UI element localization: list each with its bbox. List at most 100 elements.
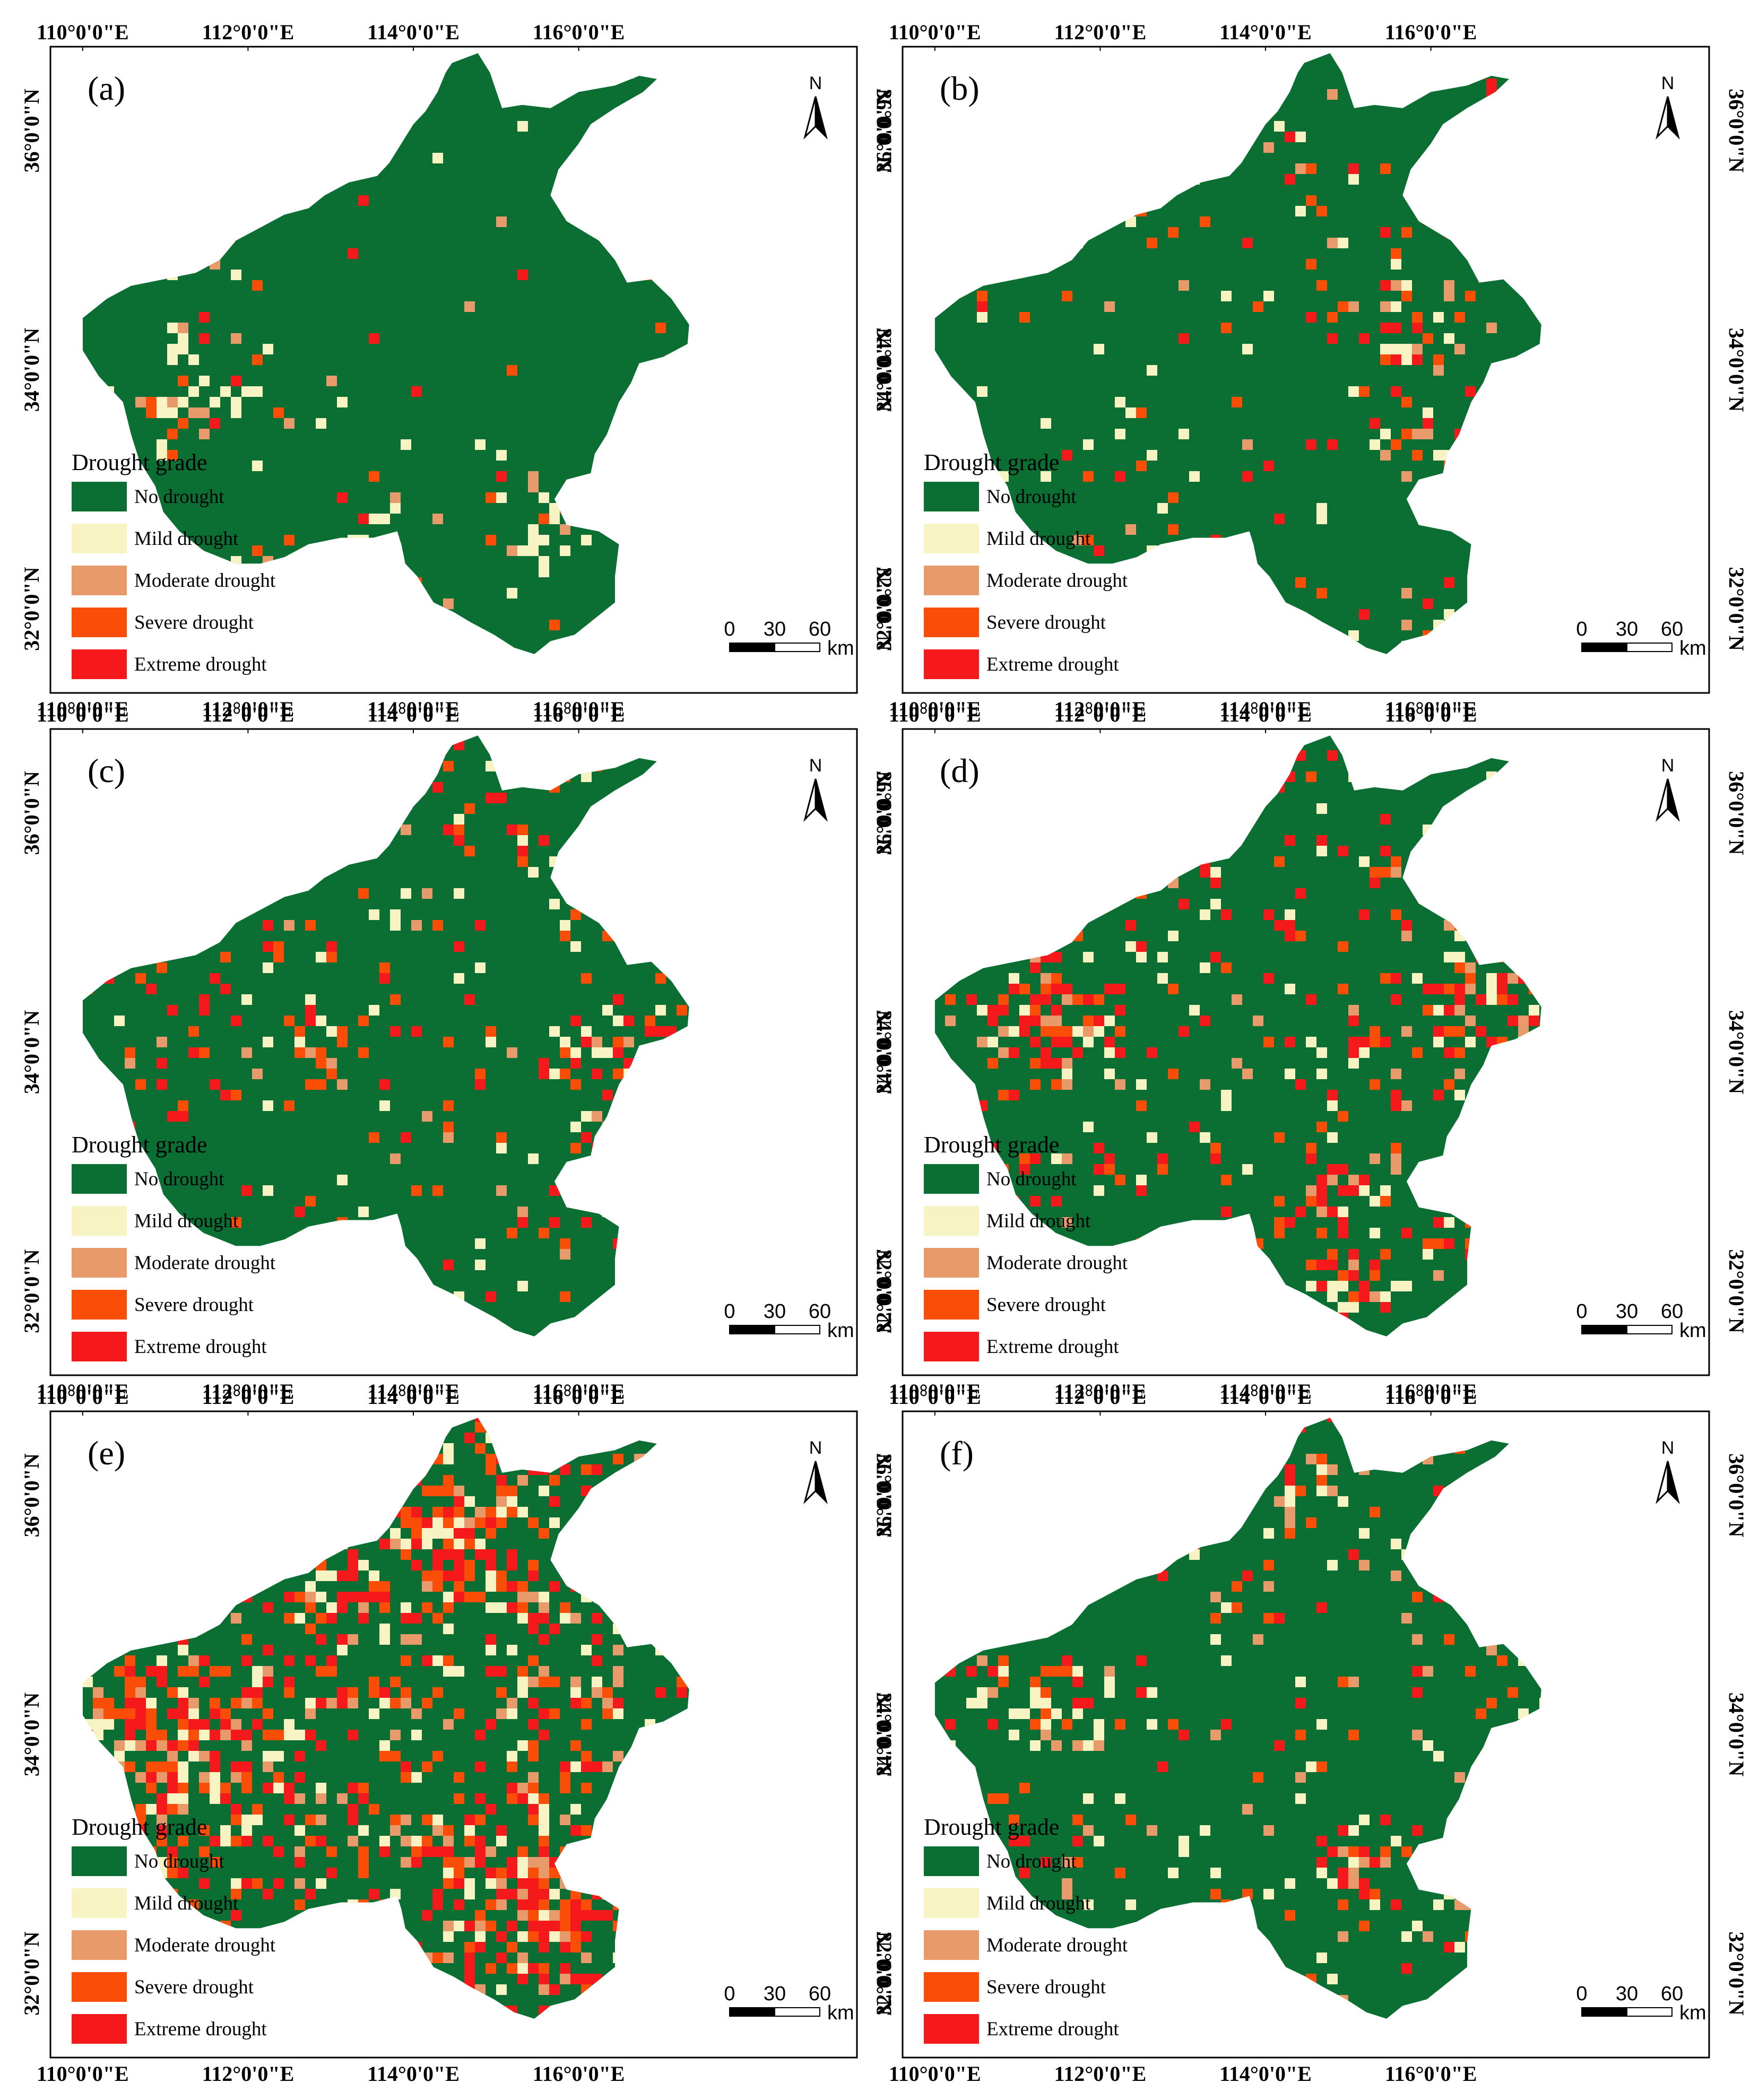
- latitude-label: 36°0'0"N: [20, 89, 44, 172]
- latitude-label: 36°0'0"N: [1725, 1453, 1748, 1537]
- panel-label: (d): [940, 752, 980, 789]
- legend-swatch: [72, 649, 127, 679]
- map-panel-e: 110°0'0"E 110°0'0"E 112°0'0"E 112°0'0"E 114°…: [20, 1385, 896, 2086]
- north-label: N: [809, 1438, 822, 1458]
- latitude-label: 36°0'0"N: [1725, 89, 1748, 172]
- legend-swatch: [924, 1164, 979, 1194]
- longitude-label: 110°0'0"E: [889, 697, 981, 721]
- legend-swatch: [72, 1290, 127, 1320]
- longitude-label: 114°0'0"E: [1219, 20, 1312, 44]
- legend-item-label: Extreme drought: [134, 654, 267, 675]
- longitude-label: 112°0'0"E: [202, 702, 294, 726]
- legend-item-label: No drought: [134, 1168, 224, 1190]
- longitude-label: 114°0'0"E: [367, 697, 460, 721]
- legend-item-label: Extreme drought: [134, 2018, 267, 2040]
- scale-unit: km: [1679, 1320, 1706, 1342]
- latitude-label: 36°0'0"N: [872, 89, 896, 172]
- legend-swatch: [924, 524, 979, 553]
- latitude-label: 32°0'0"N: [872, 1249, 896, 1333]
- legend: Drought grade No drought Mild drought Moder…: [924, 449, 1128, 679]
- latitude-label: 34°0'0"N: [872, 328, 896, 412]
- scale-tick-label: 0: [724, 618, 735, 640]
- legend-title: Drought grade: [72, 449, 207, 475]
- scale-tick-label: 60: [809, 618, 831, 640]
- longitude-label: 110°0'0"E: [889, 2062, 981, 2086]
- legend-swatch: [72, 1888, 127, 1918]
- map-panel-c: 110°0'0"E 110°0'0"E 112°0'0"E 112°0'0"E 114°…: [20, 702, 896, 1403]
- longitude-label: 112°0'0"E: [202, 20, 294, 44]
- latitude-label: 34°0'0"N: [20, 328, 44, 412]
- longitude-label: 114°0'0"E: [1219, 697, 1312, 721]
- north-label: N: [809, 73, 822, 93]
- legend-swatch: [924, 1846, 979, 1876]
- legend-swatch: [72, 482, 127, 511]
- longitude-label: 116°0'0"E: [1385, 702, 1477, 726]
- legend-item-label: No drought: [986, 1851, 1077, 1872]
- legend-item-label: Severe drought: [986, 1976, 1106, 1998]
- scale-tick-label: 60: [1661, 1983, 1683, 2005]
- legend-swatch: [72, 1846, 127, 1876]
- legend-item-label: Severe drought: [134, 1976, 254, 1998]
- scale-tick-label: 30: [1616, 1300, 1638, 1323]
- latitude-label: 32°0'0"N: [20, 1249, 44, 1333]
- latitude-label: 34°0'0"N: [872, 1693, 896, 1776]
- latitude-label: 34°0'0"N: [1725, 1693, 1748, 1776]
- latitude-label: 32°0'0"N: [872, 1931, 896, 2015]
- longitude-label: 110°0'0"E: [37, 1379, 129, 1403]
- legend-swatch: [924, 566, 979, 595]
- scale-unit: km: [827, 1320, 854, 1342]
- scale-unit: km: [1679, 2002, 1706, 2024]
- legend-item-label: No drought: [986, 486, 1077, 508]
- panel-label: (e): [88, 1434, 125, 1472]
- scale-tick-label: 60: [1661, 1300, 1683, 1323]
- longitude-label: 112°0'0"E: [1054, 20, 1147, 44]
- map-panel-f: 110°0'0"E 110°0'0"E 112°0'0"E 112°0'0"E 114°…: [872, 1385, 1748, 2086]
- longitude-label: 112°0'0"E: [1054, 1385, 1147, 1409]
- legend-swatch: [72, 1332, 127, 1361]
- latitude-label: 34°0'0"N: [1725, 1010, 1748, 1094]
- longitude-label: 112°0'0"E: [202, 1379, 294, 1403]
- north-label: N: [1661, 1438, 1675, 1458]
- legend-item-label: No drought: [134, 486, 224, 508]
- north-arrow-icon: [1656, 96, 1680, 140]
- scale-tick-label: 0: [724, 1983, 735, 2005]
- legend-swatch: [72, 1930, 127, 1960]
- legend-title: Drought grade: [924, 1814, 1059, 1840]
- legend-item-label: Moderate drought: [134, 1934, 276, 1956]
- legend-swatch: [72, 1206, 127, 1236]
- latitude-label: 34°0'0"N: [872, 1693, 896, 1776]
- latitude-label: 32°0'0"N: [872, 1249, 896, 1333]
- panel-label: (c): [88, 752, 125, 789]
- longitude-label: 112°0'0"E: [1054, 702, 1147, 726]
- legend-swatch: [72, 566, 127, 595]
- legend-swatch: [924, 482, 979, 511]
- longitude-label: 110°0'0"E: [889, 20, 981, 44]
- legend-item-label: Mild drought: [986, 528, 1091, 550]
- legend-item-label: Moderate drought: [986, 1934, 1128, 1956]
- scale-tick-label: 60: [809, 1983, 831, 2005]
- longitude-label: 114°0'0"E: [367, 702, 460, 726]
- north-arrow-icon: [803, 96, 828, 140]
- longitude-label: 110°0'0"E: [37, 20, 129, 44]
- legend-item-label: Extreme drought: [134, 1336, 267, 1358]
- legend: Drought grade No drought Mild drought Moder…: [924, 1132, 1128, 1361]
- latitude-label: 32°0'0"N: [872, 567, 896, 651]
- longitude-label: 114°0'0"E: [367, 1379, 460, 1403]
- longitude-label: 112°0'0"E: [1054, 697, 1147, 721]
- panel-label: (f): [940, 1434, 974, 1472]
- scale-tick-label: 0: [1576, 1300, 1587, 1323]
- latitude-label: 32°0'0"N: [872, 567, 896, 650]
- legend: Drought grade No drought Mild drought Moder…: [72, 1132, 276, 1361]
- longitude-label: 116°0'0"E: [1385, 2062, 1477, 2086]
- legend-item-label: Extreme drought: [986, 2018, 1119, 2040]
- longitude-label: 116°0'0"E: [1385, 1379, 1477, 1403]
- latitude-label: 34°0'0"N: [872, 1010, 896, 1094]
- scale-unit: km: [827, 2002, 854, 2024]
- legend-item-label: Mild drought: [134, 1893, 239, 1914]
- latitude-label: 36°0'0"N: [872, 1453, 896, 1537]
- legend-swatch: [924, 649, 979, 679]
- longitude-label: 116°0'0"E: [533, 1379, 625, 1403]
- legend-item-label: Severe drought: [986, 1294, 1106, 1316]
- latitude-label: 36°0'0"N: [20, 771, 44, 855]
